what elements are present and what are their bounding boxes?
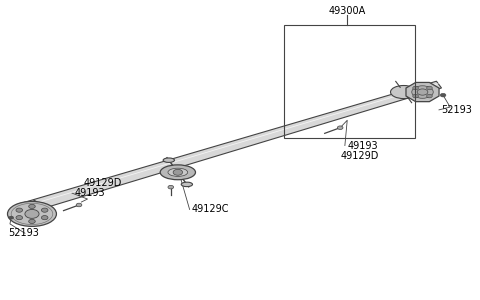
Circle shape	[16, 216, 23, 220]
Circle shape	[29, 204, 35, 208]
Text: 49193: 49193	[74, 188, 105, 198]
Ellipse shape	[391, 85, 417, 99]
Bar	[284, 25, 416, 138]
Circle shape	[25, 209, 39, 218]
Ellipse shape	[160, 165, 195, 180]
Text: 49193: 49193	[347, 140, 378, 151]
Circle shape	[427, 94, 432, 98]
Text: 49300A: 49300A	[329, 6, 366, 16]
Ellipse shape	[417, 89, 428, 95]
Text: 49129C: 49129C	[192, 204, 229, 214]
Circle shape	[427, 86, 432, 90]
Text: 49129D: 49129D	[340, 151, 379, 161]
Circle shape	[440, 93, 446, 97]
Circle shape	[413, 94, 419, 98]
Circle shape	[16, 208, 23, 212]
Text: 52193: 52193	[9, 228, 39, 238]
Circle shape	[9, 216, 13, 219]
Circle shape	[41, 208, 48, 212]
Ellipse shape	[8, 201, 57, 226]
Polygon shape	[33, 200, 50, 217]
Text: 52193: 52193	[441, 105, 472, 115]
Ellipse shape	[412, 86, 433, 98]
Circle shape	[337, 126, 343, 130]
Circle shape	[413, 86, 419, 90]
Circle shape	[29, 219, 35, 224]
Circle shape	[41, 216, 48, 220]
Circle shape	[168, 185, 174, 189]
Polygon shape	[406, 82, 439, 102]
Text: 49129D: 49129D	[84, 178, 122, 188]
Ellipse shape	[163, 158, 174, 162]
Polygon shape	[17, 81, 442, 214]
Ellipse shape	[168, 168, 188, 176]
Circle shape	[76, 203, 82, 207]
Circle shape	[173, 169, 182, 175]
Ellipse shape	[181, 182, 192, 187]
